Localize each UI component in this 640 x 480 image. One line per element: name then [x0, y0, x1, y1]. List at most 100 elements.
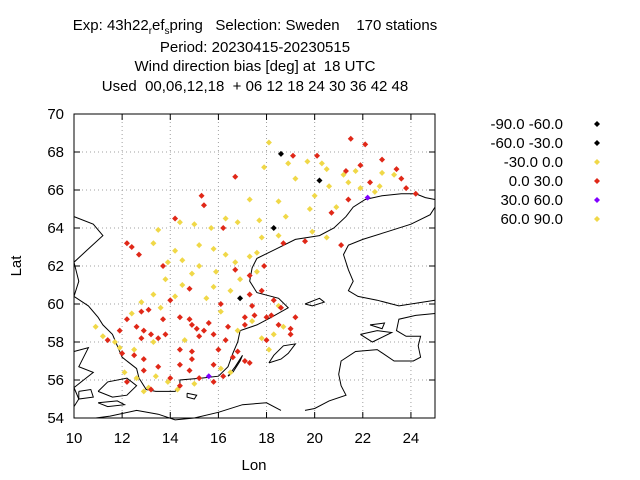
data-point: [111, 339, 118, 345]
data-point: [172, 215, 179, 222]
y-tick-label: 66: [47, 182, 64, 199]
data-point: [285, 160, 292, 167]
data-point: [140, 327, 147, 334]
data-point: [237, 295, 244, 302]
y-tick-label: 68: [47, 144, 64, 161]
coastline-segment: [369, 322, 386, 330]
data-point: [188, 348, 195, 355]
data-point: [280, 323, 287, 330]
data-point: [200, 202, 207, 209]
data-point: [246, 291, 253, 298]
data-point: [277, 150, 284, 157]
data-point: [155, 335, 162, 342]
data-point: [150, 291, 157, 298]
y-tick-label: 70: [47, 106, 64, 123]
data-point: [210, 361, 217, 368]
data-point: [316, 177, 323, 184]
data-point: [181, 337, 188, 344]
legend: -90.0 -60.0 -60.0 -30.0 -30.0 0.0 0.0 30.0 3…: [490, 116, 600, 228]
data-point: [379, 156, 386, 163]
data-point: [140, 356, 147, 363]
data-point: [241, 358, 248, 364]
data-point: [352, 168, 359, 174]
legend-marker: [594, 197, 600, 203]
title-line-4: Used 00,06,12,18 + 06 12 18 24 30 36 42 …: [101, 77, 409, 95]
data-point: [205, 373, 212, 380]
data-point: [205, 320, 212, 326]
x-tick-label: 12: [114, 430, 131, 447]
data-point: [210, 283, 217, 290]
data-point: [160, 263, 167, 269]
axis-ticks: 10 12 14 16 18 20 22 24 54 56 58 60 62 64 66 68 70: [47, 106, 435, 447]
data-point: [241, 321, 248, 328]
coastline-segment: [73, 193, 436, 392]
data-point: [148, 331, 155, 338]
legend-marker: [594, 121, 600, 127]
x-tick-label: 16: [210, 430, 227, 447]
data-point: [160, 316, 167, 323]
data-point: [123, 378, 130, 385]
data-point: [275, 198, 282, 205]
data-point: [116, 344, 123, 351]
data-points: [92, 135, 419, 395]
data-point: [145, 306, 152, 313]
data-point: [249, 318, 256, 325]
data-point: [217, 301, 224, 307]
data-point: [306, 206, 313, 212]
y-tick-label: 56: [47, 372, 64, 389]
data-point: [376, 183, 383, 190]
y-tick-label: 64: [47, 220, 64, 237]
data-point: [253, 249, 260, 256]
data-point: [196, 333, 203, 340]
data-point: [234, 327, 241, 334]
data-point: [186, 316, 193, 323]
x-axis-label: Lon: [241, 457, 266, 474]
data-point: [138, 299, 145, 306]
data-point: [104, 337, 111, 344]
data-point: [196, 263, 203, 269]
data-point: [222, 215, 229, 222]
data-point: [253, 268, 260, 275]
coastline-segment: [304, 313, 436, 411]
title-line-3: Wind direction bias [deg] at 18 UTC: [134, 58, 376, 75]
coastline-segment: [342, 206, 436, 307]
title-line-2: Period: 20230415-20230515: [159, 38, 351, 56]
coastline-segment: [97, 400, 127, 408]
data-point: [234, 348, 241, 355]
data-point: [311, 192, 318, 199]
data-point: [128, 244, 135, 250]
legend-label: 0.0 30.0: [509, 173, 563, 190]
legend-label: -90.0 -60.0: [490, 116, 563, 133]
data-point: [172, 293, 179, 300]
data-point: [140, 388, 147, 395]
data-point: [157, 304, 164, 311]
data-point: [246, 196, 253, 203]
data-point: [121, 369, 128, 376]
data-point: [340, 171, 347, 178]
data-point: [263, 314, 270, 321]
data-point: [287, 331, 294, 338]
data-point: [338, 242, 345, 249]
data-point: [179, 257, 186, 264]
data-point: [393, 166, 400, 173]
data-point: [391, 171, 398, 178]
data-point: [92, 323, 99, 330]
legend-label: 30.0 60.0: [500, 192, 563, 209]
data-point: [128, 310, 135, 317]
y-axis-label: Lat: [8, 255, 25, 277]
data-point: [191, 221, 198, 228]
title-line-1: Exp: 43h22refspring Selection: Sweden 17…: [72, 17, 438, 37]
data-point: [234, 219, 241, 226]
data-point: [342, 168, 349, 174]
data-point: [258, 335, 265, 342]
data-point: [138, 335, 145, 342]
data-point: [150, 339, 157, 345]
x-tick-label: 22: [354, 430, 371, 447]
data-point: [225, 323, 232, 330]
data-point: [116, 327, 123, 334]
data-point: [265, 346, 272, 353]
data-point: [222, 337, 229, 344]
data-point: [203, 295, 210, 302]
coastline-map: [73, 193, 436, 421]
data-point: [220, 225, 227, 231]
